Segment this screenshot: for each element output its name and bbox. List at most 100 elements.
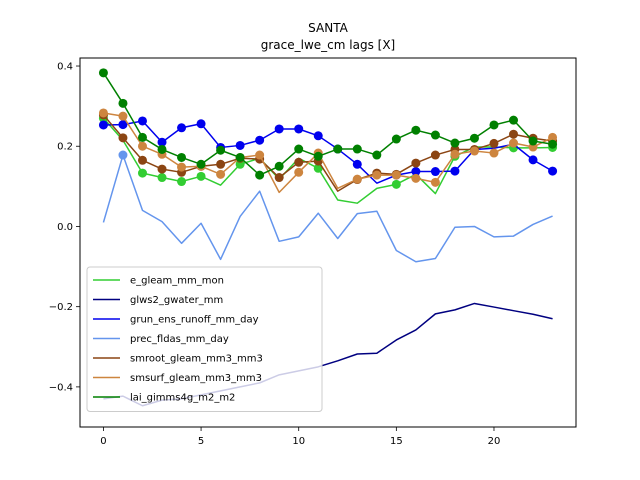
series-point-lai_gimms4g_m2_m2: [509, 115, 519, 125]
axes-frame: [79, 57, 577, 428]
series-point-lai_gimms4g_m2_m2: [137, 132, 147, 142]
series-point-e_gleam_mm_mon: [157, 173, 167, 183]
series-point-lai_gimms4g_m2_m2: [352, 144, 362, 154]
legend-label-lai_gimms4g_m2_m2: lai_gimms4g_m2_m2: [130, 393, 235, 404]
series-point-smroot_gleam_mm3_mm3: [216, 159, 226, 169]
series-point-e_gleam_mm_mon: [391, 179, 401, 189]
series-point-lai_gimms4g_m2_m2: [469, 133, 479, 143]
series-point-grun_ens_runoff_mm_day: [313, 131, 323, 141]
series-point-smsurf_gleam_mm3_mm3: [372, 170, 382, 180]
chart-subtitle: grace_lwe_cm lags [X]: [261, 38, 395, 52]
series-point-grun_ens_runoff_mm_day: [411, 167, 421, 177]
series-point-lai_gimms4g_m2_m2: [391, 134, 401, 144]
series-point-lai_gimms4g_m2_m2: [294, 144, 304, 154]
series-point-grun_ens_runoff_mm_day: [137, 116, 147, 126]
series-point-smroot_gleam_mm3_mm3: [157, 164, 167, 174]
series-point-e_gleam_mm_mon: [196, 171, 206, 181]
series-point-smsurf_gleam_mm3_mm3: [450, 149, 460, 159]
y-tick-label: −0.2: [49, 302, 73, 313]
x-tick-label: 5: [198, 436, 204, 447]
series-point-lai_gimms4g_m2_m2: [274, 161, 284, 171]
y-tick-label: 0.4: [57, 62, 73, 73]
legend-label-e_gleam_mm_mon: e_gleam_mm_mon: [130, 276, 224, 287]
legend-label-prec_fldas_mm_day: prec_fldas_mm_day: [130, 334, 229, 345]
series-point-grun_ens_runoff_mm_day: [274, 124, 284, 134]
series-point-grun_ens_runoff_mm_day: [157, 137, 167, 147]
series-point-smroot_gleam_mm3_mm3: [411, 158, 421, 168]
legend-box: [86, 266, 323, 412]
series-group: [98, 68, 558, 407]
series-point-lai_gimms4g_m2_m2: [196, 159, 206, 169]
y-tick-label: 0.2: [57, 142, 73, 153]
y-tick-label: 0.0: [57, 222, 73, 233]
series-point-lai_gimms4g_m2_m2: [216, 145, 226, 155]
series-point-smroot_gleam_mm3_mm3: [489, 138, 499, 148]
series-point-grun_ens_runoff_mm_day: [235, 140, 245, 150]
series-point-grun_ens_runoff_mm_day: [528, 155, 538, 165]
series-point-smroot_gleam_mm3_mm3: [137, 155, 147, 165]
series-point-smsurf_gleam_mm3_mm3: [430, 177, 440, 187]
series-point-lai_gimms4g_m2_m2: [118, 98, 128, 108]
series-point-grun_ens_runoff_mm_day: [177, 123, 187, 133]
series-point-lai_gimms4g_m2_m2: [430, 130, 440, 140]
series-point-e_gleam_mm_mon: [137, 168, 147, 178]
series-point-smsurf_gleam_mm3_mm3: [255, 150, 265, 160]
series-point-lai_gimms4g_m2_m2: [313, 151, 323, 161]
series-point-lai_gimms4g_m2_m2: [489, 120, 499, 130]
legend-label-smroot_gleam_mm3_mm3: smroot_gleam_mm3_mm3: [130, 354, 263, 365]
series-point-lai_gimms4g_m2_m2: [528, 136, 538, 146]
series-point-grun_ens_runoff_mm_day: [450, 166, 460, 176]
series-point-smroot_gleam_mm3_mm3: [274, 173, 284, 183]
x-tick-label: 10: [292, 436, 305, 447]
series-line-prec_fldas_mm_day: [102, 154, 553, 263]
legend-label-smsurf_gleam_mm3_mm3: smsurf_gleam_mm3_mm3: [130, 373, 262, 384]
series-point-lai_gimms4g_m2_m2: [235, 152, 245, 162]
series-point-lai_gimms4g_m2_m2: [333, 144, 343, 154]
series-point-smsurf_gleam_mm3_mm3: [98, 108, 108, 118]
series-point-smroot_gleam_mm3_mm3: [294, 157, 304, 167]
series-point-grun_ens_runoff_mm_day: [196, 119, 206, 129]
series-point-grun_ens_runoff_mm_day: [294, 124, 304, 134]
series-point-smsurf_gleam_mm3_mm3: [118, 111, 128, 121]
series-point-grun_ens_runoff_mm_day: [118, 120, 128, 130]
series-point-smsurf_gleam_mm3_mm3: [294, 167, 304, 177]
series-point-smroot_gleam_mm3_mm3: [430, 150, 440, 160]
y-tick-label: −0.4: [49, 382, 73, 393]
legend: e_gleam_mm_mon glws2_gwater_mm grun_ens_ru…: [86, 266, 323, 412]
series-point-smsurf_gleam_mm3_mm3: [177, 162, 187, 172]
series-point-smroot_gleam_mm3_mm3: [509, 129, 519, 139]
axes: 0 5 10 15 20 −0.4 −0.2 0.0 0.2 0.4: [49, 57, 577, 447]
series-point-grun_ens_runoff_mm_day: [430, 167, 440, 177]
series-point-lai_gimms4g_m2_m2: [255, 170, 265, 180]
x-tick-label: 20: [488, 436, 501, 447]
series-point-grun_ens_runoff_mm_day: [352, 159, 362, 169]
x-tick-label: 15: [390, 436, 403, 447]
series-point-lai_gimms4g_m2_m2: [548, 139, 558, 149]
plot-area: [98, 68, 558, 407]
series-point-smsurf_gleam_mm3_mm3: [548, 132, 558, 142]
chart-title: SANTA: [308, 21, 348, 35]
series-point-smsurf_gleam_mm3_mm3: [391, 170, 401, 180]
series-point-grun_ens_runoff_mm_day: [98, 120, 108, 130]
series-point-grun_ens_runoff_mm_day: [255, 135, 265, 145]
series-point-smsurf_gleam_mm3_mm3: [352, 174, 362, 184]
series-point-lai_gimms4g_m2_m2: [372, 150, 382, 160]
series-point-smsurf_gleam_mm3_mm3: [411, 173, 421, 183]
series-point-lai_gimms4g_m2_m2: [450, 138, 460, 148]
series-point-e_gleam_mm_mon: [313, 163, 323, 173]
legend-label-glws2_gwater_mm: glws2_gwater_mm: [130, 295, 223, 306]
series-point-e_gleam_mm_mon: [177, 177, 187, 187]
series-point-prec_fldas_mm_day: [118, 150, 128, 160]
series-point-smsurf_gleam_mm3_mm3: [509, 138, 519, 148]
series-point-lai_gimms4g_m2_m2: [157, 144, 167, 154]
series-point-lai_gimms4g_m2_m2: [411, 125, 421, 135]
series-point-smsurf_gleam_mm3_mm3: [137, 141, 147, 151]
series-point-smroot_gleam_mm3_mm3: [118, 133, 128, 143]
x-tick-label: 0: [100, 436, 106, 447]
legend-label-grun_ens_runoff_mm_day: grun_ens_runoff_mm_day: [130, 315, 259, 326]
series-point-lai_gimms4g_m2_m2: [177, 152, 187, 162]
series-point-smsurf_gleam_mm3_mm3: [216, 169, 226, 179]
series-point-grun_ens_runoff_mm_day: [548, 166, 558, 176]
series-point-lai_gimms4g_m2_m2: [98, 68, 108, 78]
